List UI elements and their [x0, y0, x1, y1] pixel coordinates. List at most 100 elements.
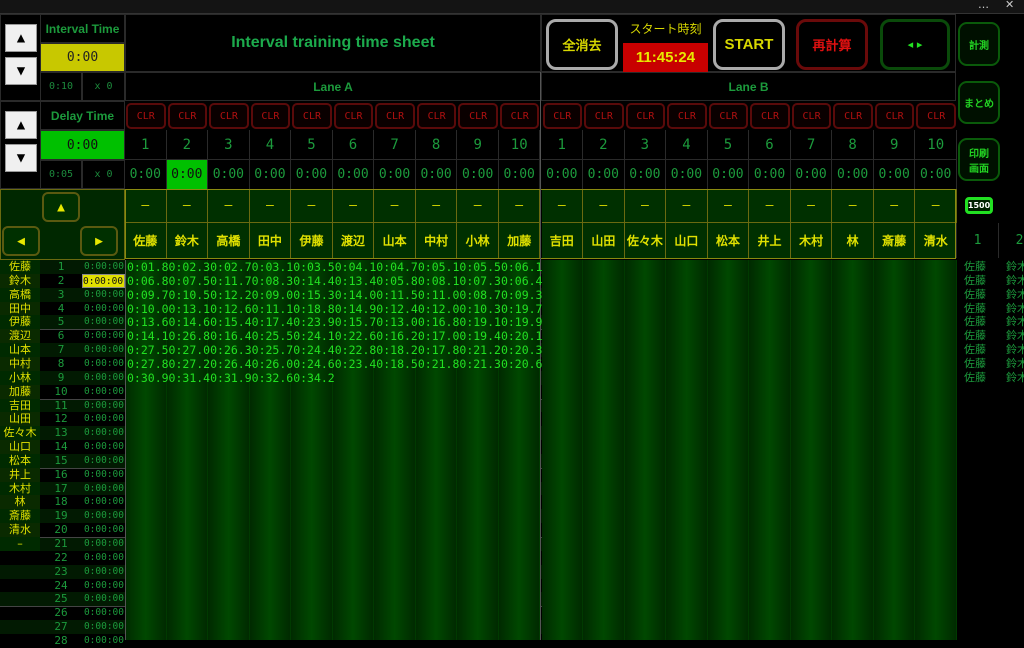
lane-time[interactable]: 0:00	[291, 160, 333, 189]
lane-runner-name[interactable]: 松本	[707, 223, 750, 258]
row-runner-name[interactable]: 佐藤	[0, 260, 40, 274]
lane-runner-name[interactable]: 山本	[374, 223, 416, 258]
lane-time[interactable]: 0:00	[583, 160, 625, 189]
summary-button[interactable]: まとめ	[958, 81, 1000, 124]
clear-lane-button[interactable]: CLR	[750, 103, 790, 129]
lane-time[interactable]: 0:00	[333, 160, 375, 189]
row-time[interactable]: 0:00:00	[83, 344, 124, 356]
clear-all-button[interactable]: 全消去	[546, 19, 618, 70]
lane-time[interactable]: 0:00	[166, 160, 209, 189]
lane-runner-name[interactable]: 小林	[457, 223, 499, 258]
row-time[interactable]: 0:00:00	[82, 273, 125, 288]
row-time[interactable]: 0:00:00	[83, 441, 124, 453]
row-time[interactable]: 0:00:00	[83, 593, 124, 605]
row-time[interactable]: 0:00:00	[83, 524, 124, 536]
lane-runner-name[interactable]: 林	[832, 223, 874, 258]
row-runner-name[interactable]: 鈴木	[0, 273, 40, 288]
lane-runner-name[interactable]: 山口	[666, 223, 708, 258]
clear-lane-button[interactable]: CLR	[833, 103, 873, 129]
lane-runner-name[interactable]: 清水	[915, 223, 957, 258]
row-time[interactable]: 0:00:00	[83, 399, 124, 411]
clear-lane-button[interactable]: CLR	[167, 103, 208, 129]
delay-down-button[interactable]: ▼	[5, 144, 37, 172]
print-screen-button[interactable]: 印刷 画面	[958, 138, 1000, 181]
lane-runner-name[interactable]: 伊藤	[291, 223, 333, 258]
clear-lane-button[interactable]: CLR	[458, 103, 498, 129]
row-runner-name[interactable]: 木村	[0, 481, 40, 496]
lane-runner-name[interactable]: 佐藤	[125, 223, 167, 258]
row-time[interactable]: 0:00:00	[83, 468, 124, 480]
clear-lane-button[interactable]: CLR	[416, 103, 457, 129]
clear-lane-button[interactable]: CLR	[209, 103, 249, 129]
lane-runner-name[interactable]: 木村	[790, 223, 833, 258]
lane-runner-name[interactable]: 田中	[249, 223, 292, 258]
lane-runner-name[interactable]: 渡辺	[332, 223, 375, 258]
row-runner-name[interactable]: 吉田	[0, 398, 40, 413]
delay-value[interactable]: 0:00	[40, 130, 125, 160]
measure-button[interactable]: 計測	[958, 22, 1000, 66]
row-runner-name[interactable]: 加藤	[0, 384, 40, 399]
row-time[interactable]: 0:00:00	[83, 607, 124, 619]
row-runner-name[interactable]: 山本	[0, 343, 40, 358]
row-time[interactable]: 0:00:00	[83, 316, 124, 328]
row-runner-name[interactable]: 井上	[0, 467, 40, 482]
row-runner-name[interactable]: 林	[0, 495, 40, 510]
lane-time[interactable]: 0:00	[749, 160, 791, 189]
recalculate-button[interactable]: 再計算	[796, 19, 868, 70]
lane-runner-name[interactable]: 高橋	[208, 223, 250, 258]
row-runner-name[interactable]: 佐々木	[0, 426, 40, 441]
row-runner-name[interactable]: –	[0, 537, 40, 551]
row-runner-name[interactable]: 小林	[0, 370, 40, 385]
lane-runner-name[interactable]: 加藤	[498, 223, 541, 258]
lane-time[interactable]: 0:00	[125, 160, 167, 189]
clear-lane-button[interactable]: CLR	[333, 103, 374, 129]
lane-time[interactable]: 0:00	[457, 160, 499, 189]
lane-runner-name[interactable]: 中村	[415, 223, 458, 258]
clear-lane-button[interactable]: CLR	[667, 103, 707, 129]
lane-time[interactable]: 0:00	[708, 160, 750, 189]
row-time[interactable]: 0:00:00	[83, 634, 124, 646]
page-switch-button[interactable]: ◂ ▸	[880, 19, 950, 70]
interval-up-button[interactable]: ▲	[5, 24, 37, 52]
row-time[interactable]: 0:00:00	[83, 565, 124, 577]
lane-time[interactable]: 0:00	[832, 160, 874, 189]
row-runner-name[interactable]: 中村	[0, 356, 40, 371]
clear-lane-button[interactable]: CLR	[874, 103, 915, 129]
lane-time[interactable]: 0:00	[915, 160, 957, 189]
delay-up-button[interactable]: ▲	[5, 111, 37, 139]
row-runner-name[interactable]: 渡辺	[0, 329, 40, 344]
row-time[interactable]: 0:00:00	[83, 302, 124, 314]
lane-time[interactable]: 0:00	[416, 160, 458, 189]
row-runner-name[interactable]: 斎藤	[0, 509, 40, 524]
lane-runner-name[interactable]: 佐々木	[624, 223, 667, 258]
row-time[interactable]: 0:00:00	[83, 288, 124, 300]
lane-time[interactable]: 0:00	[250, 160, 292, 189]
row-time[interactable]: 0:00:00	[83, 385, 124, 397]
interval-down-button[interactable]: ▼	[5, 57, 37, 85]
lane-time[interactable]: 0:00	[499, 160, 541, 189]
row-time[interactable]: 0:00:00	[83, 579, 124, 591]
clear-lane-button[interactable]: CLR	[375, 103, 415, 129]
lane-time[interactable]: 0:00	[542, 160, 584, 189]
clear-lane-button[interactable]: CLR	[625, 103, 666, 129]
nav-up-button[interactable]: ▲	[42, 192, 80, 222]
row-time[interactable]: 0:00:00	[83, 496, 124, 508]
lane-runner-name[interactable]: 井上	[749, 223, 791, 258]
row-runner-name[interactable]: 高橋	[0, 287, 40, 302]
lane-runner-name[interactable]: 吉田	[541, 223, 584, 258]
row-time[interactable]: 0:00:00	[83, 510, 124, 522]
row-time[interactable]: 0:00:00	[83, 551, 124, 563]
lane-time[interactable]: 0:00	[874, 160, 916, 189]
lane-time[interactable]: 0:00	[791, 160, 833, 189]
nav-left-button[interactable]: ◀	[2, 226, 40, 256]
lane-runner-name[interactable]: 斎藤	[873, 223, 916, 258]
row-time[interactable]: 0:00:00	[83, 330, 124, 342]
lane-runner-name[interactable]: 鈴木	[166, 223, 209, 258]
lane-time[interactable]: 0:00	[208, 160, 250, 189]
clear-lane-button[interactable]: CLR	[292, 103, 332, 129]
row-time[interactable]: 0:00:00	[83, 621, 124, 633]
clear-lane-button[interactable]: CLR	[708, 103, 749, 129]
row-time[interactable]: 0:00:00	[83, 454, 124, 466]
interval-value[interactable]: 0:00	[40, 43, 125, 72]
lane-time[interactable]: 0:00	[625, 160, 667, 189]
